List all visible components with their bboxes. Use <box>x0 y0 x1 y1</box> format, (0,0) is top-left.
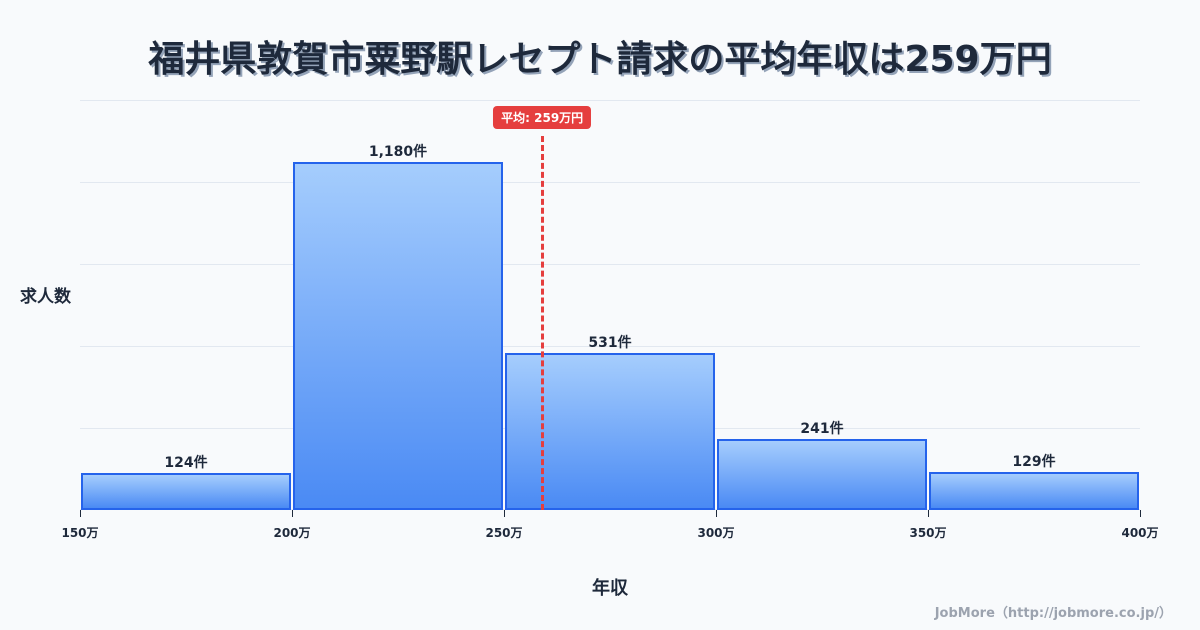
x-tick-label: 200万 <box>273 526 311 540</box>
plot-area: 124件 1,180件 531件 241件 129件 150万 200万 250万 300万 35… <box>61 100 1159 540</box>
x-tick-label: 250万 <box>485 526 523 540</box>
y-axis-label: 求人数 <box>20 287 71 307</box>
source-credit: JobMore（http://jobmore.co.jp/） <box>934 606 1172 621</box>
gridline <box>80 346 1140 347</box>
mean-line <box>540 136 544 510</box>
gridline <box>80 100 1140 101</box>
bar-value-label: 124件 <box>164 455 208 472</box>
bar-value-label: 531件 <box>588 335 632 352</box>
gridline <box>80 264 1140 265</box>
x-tick-mark <box>1140 510 1141 517</box>
histogram-bar <box>293 162 503 510</box>
x-tick-label: 300万 <box>697 526 735 540</box>
x-tick-mark <box>292 510 293 517</box>
x-tick-mark <box>504 510 505 517</box>
bar-value-label: 129件 <box>1012 453 1056 470</box>
chart-title: 福井県敦賀市粟野駅レセプト請求の平均年収は259万円 <box>148 39 1052 80</box>
histogram-bar <box>929 471 1139 510</box>
histogram-bar <box>505 353 715 510</box>
x-axis-label: 年収 <box>592 578 628 599</box>
x-tick-label: 350万 <box>909 526 947 540</box>
x-tick-mark <box>928 510 929 517</box>
histogram-bar <box>717 438 927 510</box>
gridline <box>80 182 1140 183</box>
bar-value-label: 241件 <box>800 420 844 437</box>
mean-badge: 平均: 259万円 <box>493 106 592 129</box>
x-tick-label: 400万 <box>1121 526 1159 540</box>
x-tick-label: 150万 <box>61 526 99 540</box>
x-tick-mark <box>716 510 717 517</box>
histogram-bar <box>81 473 291 510</box>
x-tick-mark <box>80 510 81 517</box>
bar-value-label: 1,180件 <box>368 144 428 160</box>
